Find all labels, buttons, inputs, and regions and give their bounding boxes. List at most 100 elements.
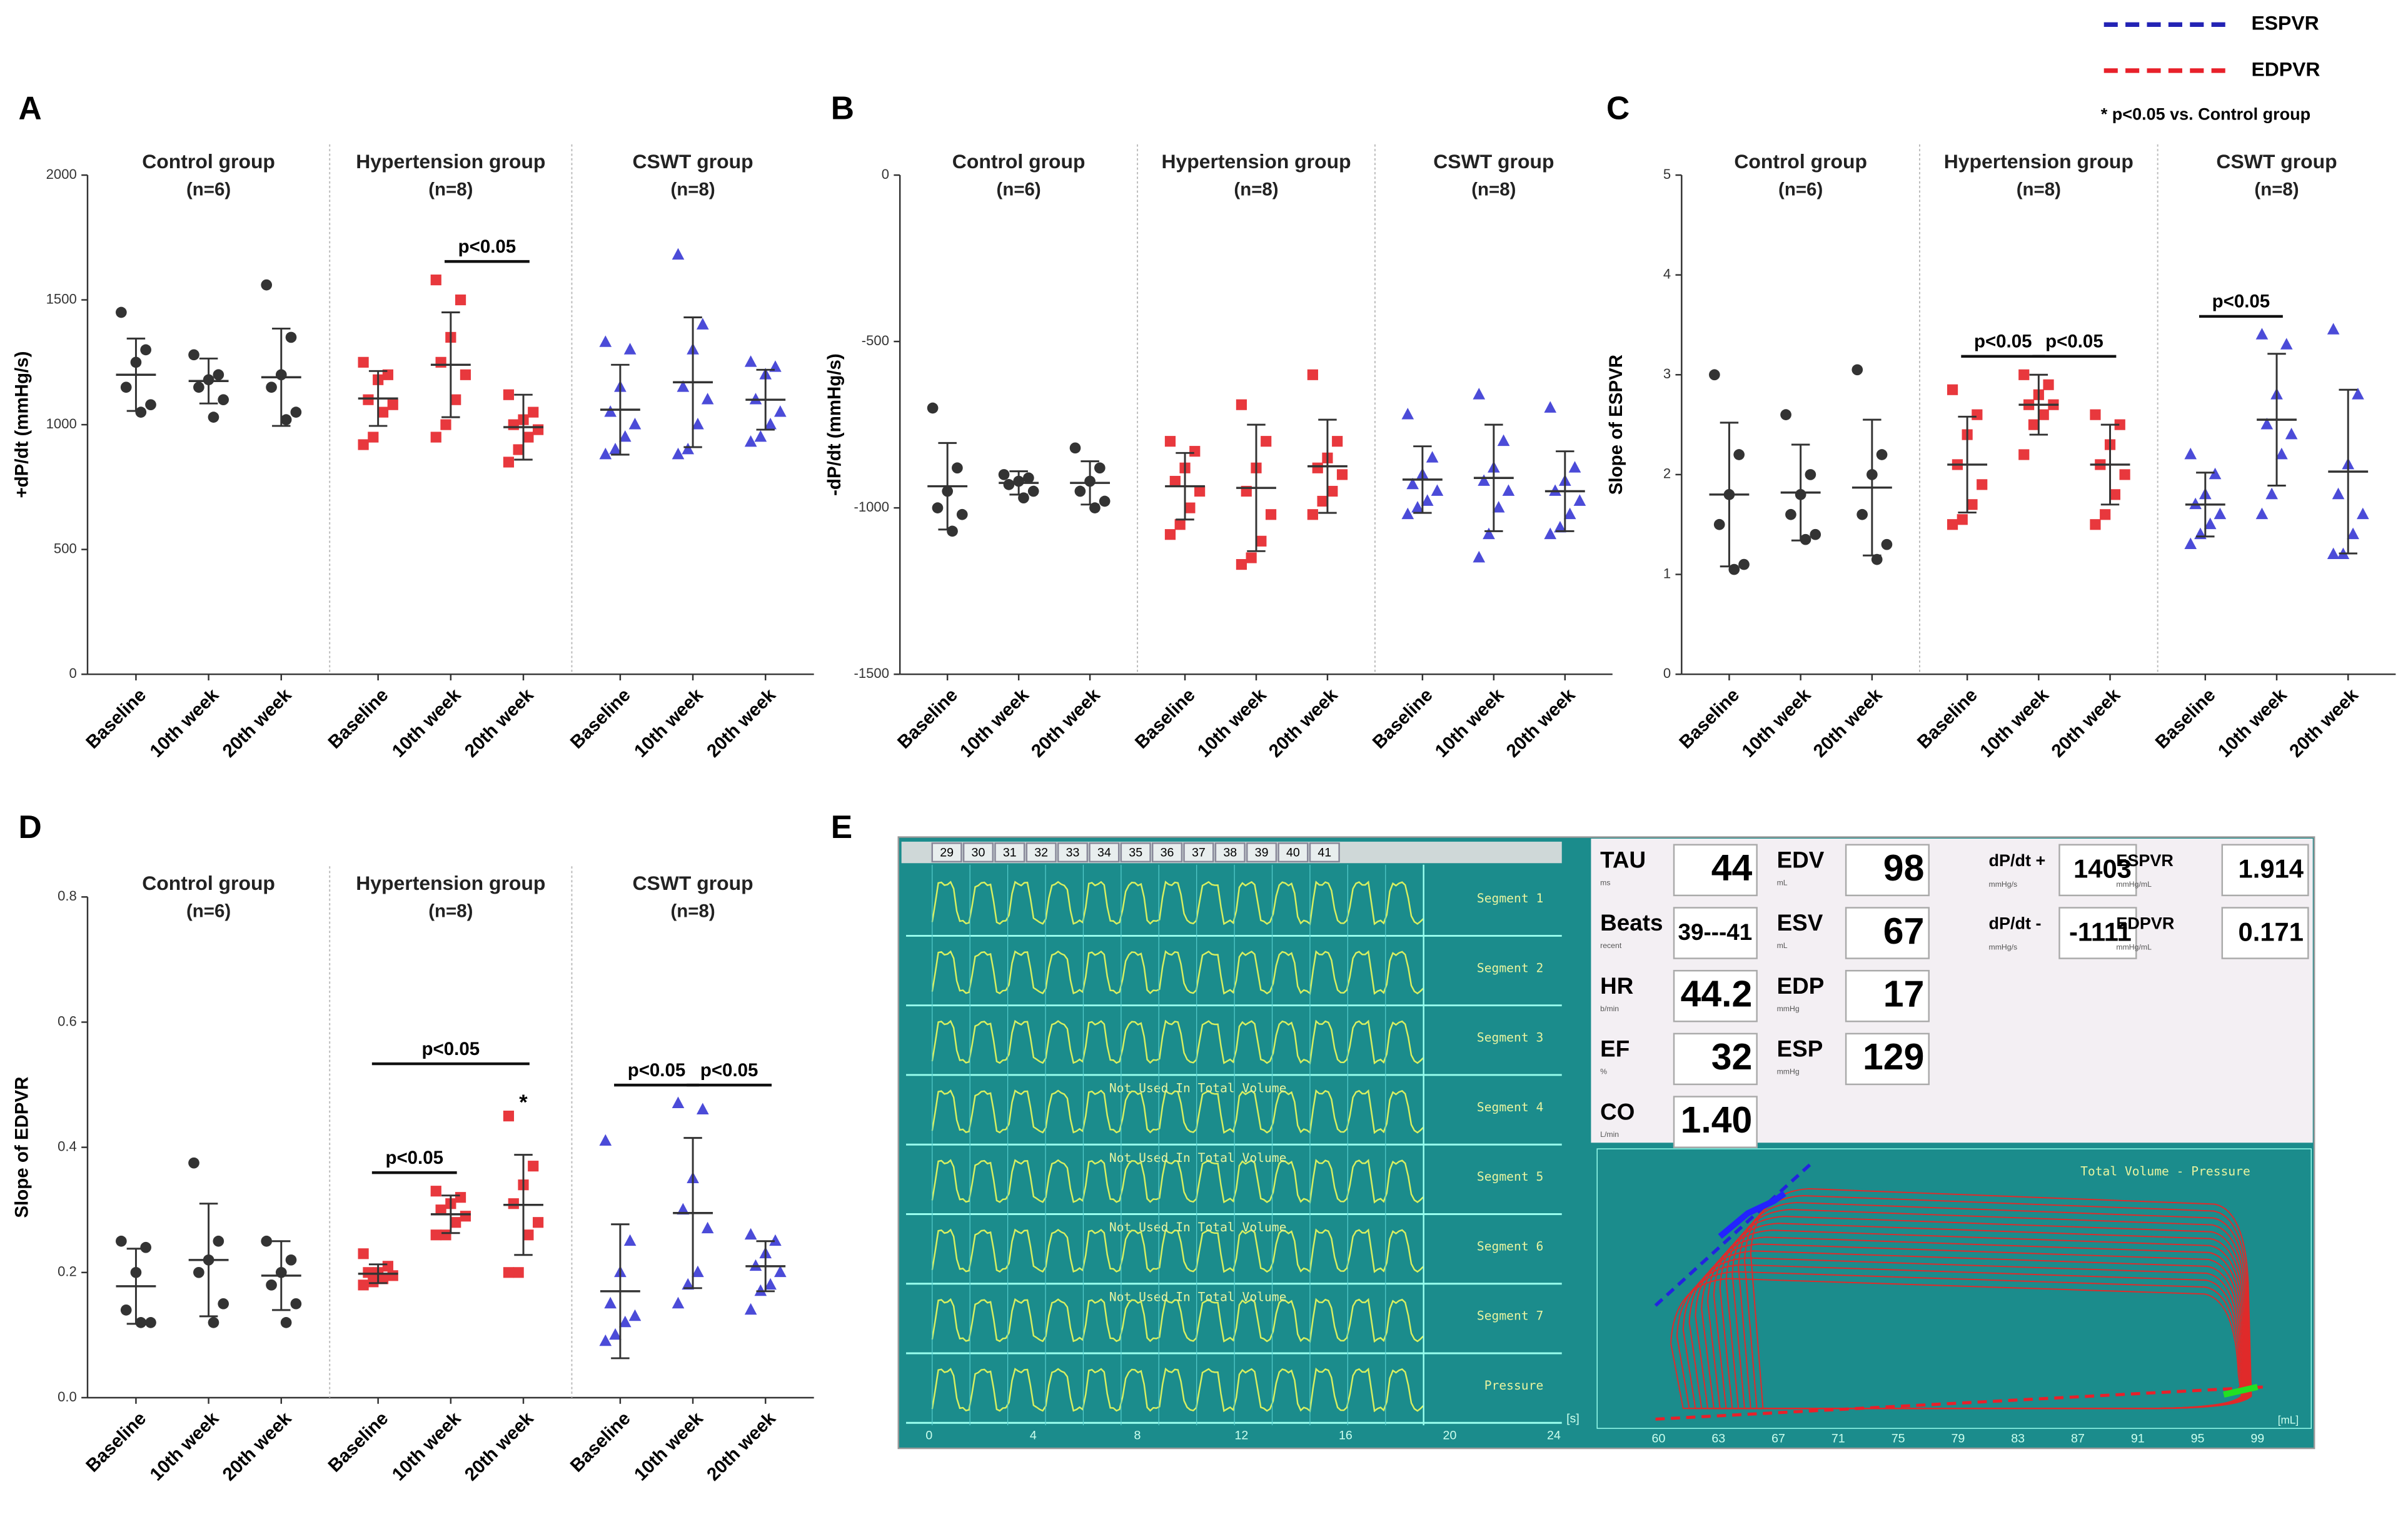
significance-label: p<0.05 [2045,331,2103,351]
beat-cell [1025,842,1057,863]
segment-label: Segment 4 [1477,1100,1543,1114]
point [1169,475,1181,487]
group-n: (n=8) [670,179,715,199]
point [188,349,199,361]
trace [931,1019,1424,1065]
error-bar [1958,415,1977,514]
point [1421,494,1434,506]
x-tick-label: Baseline [567,685,635,753]
readout-unit: mmHg/s [1989,880,2018,889]
readout-box [2221,907,2309,959]
point [368,1276,379,1288]
point [1544,401,1557,413]
beat-number: 38 [1223,846,1237,860]
group-n: (n=6) [186,179,231,199]
point [218,1298,229,1310]
espvr-line [1654,1161,1813,1307]
point [599,1334,612,1346]
point [140,1241,151,1253]
point [2280,338,2293,350]
error-bar [611,363,630,456]
x-tick-label: Baseline [82,685,150,753]
x-tick-label: 10th week [630,684,707,761]
point [1967,499,1978,510]
point [460,1211,471,1222]
significance-label: p<0.05 [628,1060,686,1081]
readout-value: -1111 [2069,917,2132,946]
point [1563,507,1576,520]
point [599,1134,612,1146]
error-bar [514,393,533,461]
point [2018,449,2030,460]
y-tick-label: -1000 [854,499,890,515]
beat-number: 32 [1034,846,1048,860]
trace [931,1089,1424,1134]
x-tick-label: 10th week [956,684,1033,761]
group-title: Hypertension group [1161,150,1351,173]
point [145,399,156,411]
readout-value: 0.171 [2239,917,2304,946]
readout-name: dP/dt - [1989,914,2042,933]
point [749,393,762,405]
readout-box [2221,844,2309,897]
point [2327,547,2340,559]
error-bar [1720,421,1739,568]
time-tick-label: 8 [1134,1429,1141,1443]
error-bar [2100,423,2120,506]
point [1957,514,1968,525]
point [1709,369,1720,381]
y-axis-label: -dP/dt (mmHg/s) [824,353,845,496]
point [773,1265,787,1278]
y-tick-label: 0 [882,166,889,182]
error-bar [2029,373,2048,436]
x-tick-label: 20th week [219,1408,296,1485]
group-n: (n=6) [997,179,1041,199]
point [1317,495,1328,507]
panel-label: D [18,809,41,845]
readout-unit: mL [1777,941,1788,950]
point [188,1157,199,1169]
readout-value: 32 [1711,1037,1753,1077]
loop-x-tick-label: 99 [2250,1431,2264,1445]
point [435,356,446,368]
point [1336,469,1348,480]
point [285,331,297,343]
beat-number: 33 [1066,846,1080,860]
point [460,369,471,380]
segment-label: Pressure [1484,1378,1544,1393]
point [1871,553,1883,565]
readout-box [1845,907,1930,959]
point [430,275,441,286]
point [145,1317,156,1328]
readout-name: EF [1600,1036,1630,1062]
beat-number: 39 [1255,846,1269,860]
beat-number: 35 [1129,846,1142,860]
point [744,355,757,367]
point [455,1192,466,1203]
point [1738,558,1750,570]
panel-label: B [831,89,854,126]
y-tick-label: 5 [1663,166,1671,182]
error-bar [199,1203,218,1318]
point [1473,388,1486,400]
point [440,1229,451,1241]
y-tick-label: 2 [1663,466,1671,482]
point [1977,479,1988,490]
error-bar [1009,470,1028,496]
point [358,1248,369,1259]
error-bar [611,1223,630,1360]
point [952,462,963,474]
point [1473,550,1486,563]
point [193,1266,204,1278]
x-tick-label: 10th week [2214,684,2291,761]
point [692,418,704,430]
y-tick-label: 0 [1663,665,1671,681]
point [2285,428,2298,440]
point [682,1278,695,1290]
y-tick-label: 500 [54,540,77,556]
point [1261,436,1272,447]
x-tick-label: Baseline [894,685,962,753]
point [1810,528,1821,540]
point [2038,409,2049,420]
